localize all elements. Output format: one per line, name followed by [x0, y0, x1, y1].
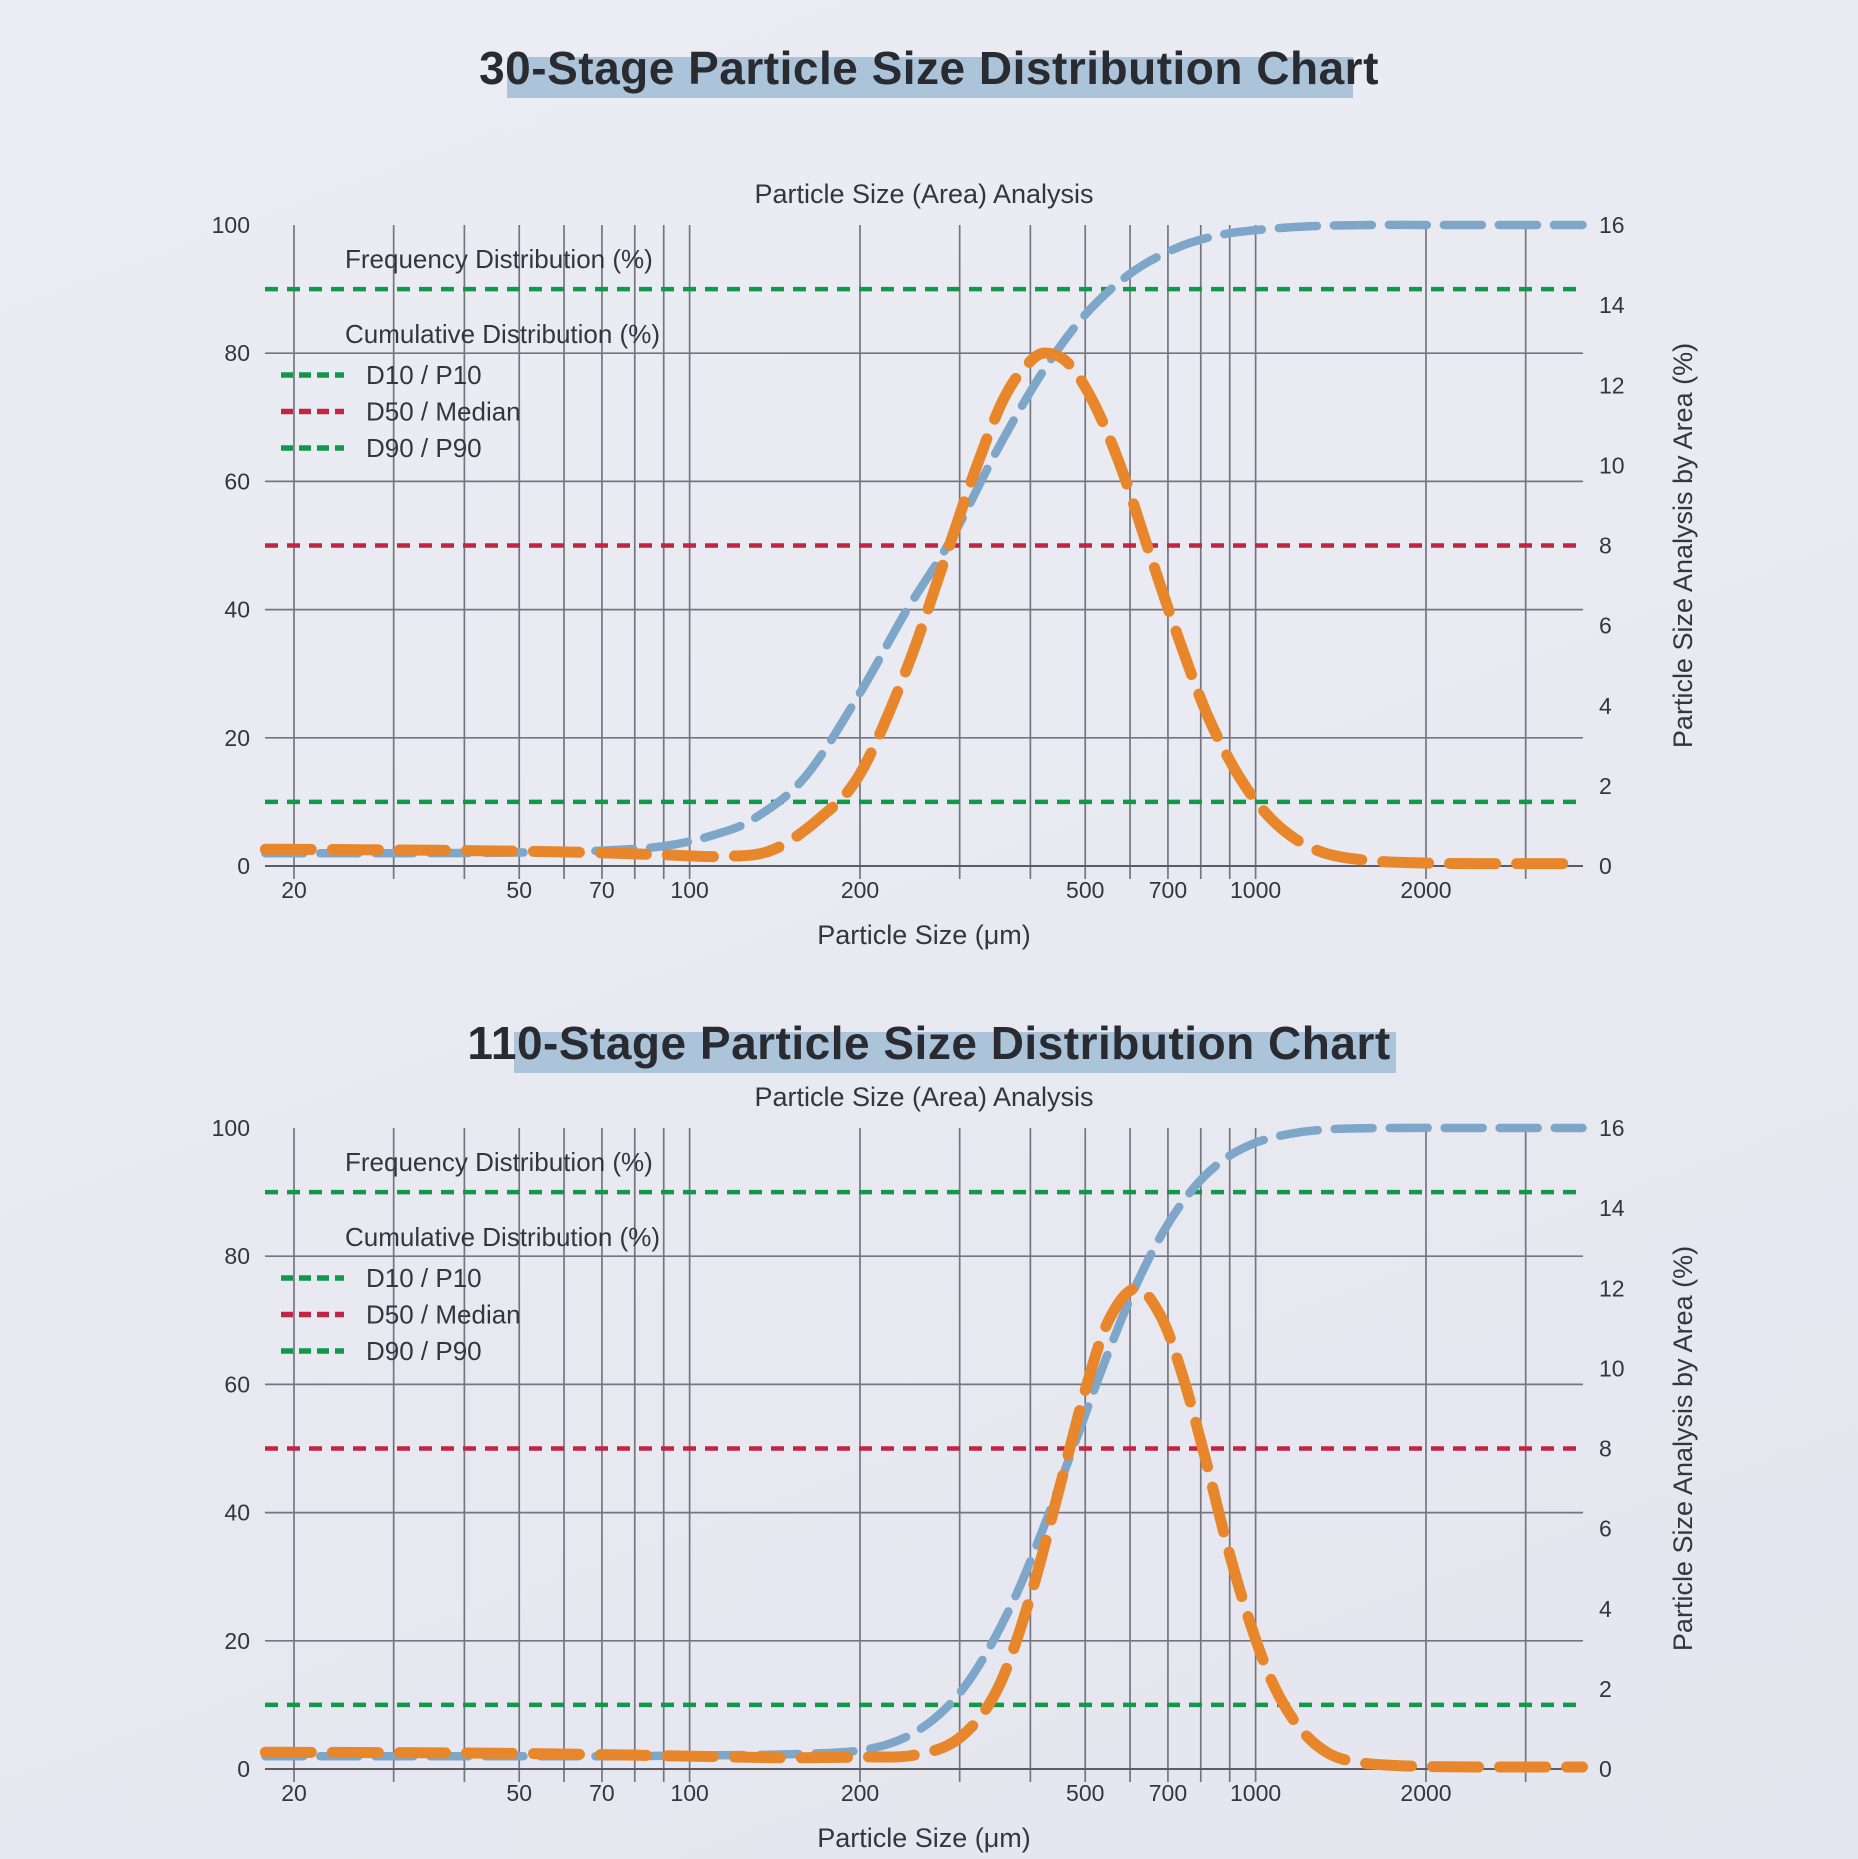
x-tick-label: 700 [1149, 877, 1187, 903]
legend-frequency-label: Frequency Distribution (%) [345, 1147, 653, 1177]
y-right-tick-label: 16 [1599, 1115, 1625, 1141]
y-left-tick-label: 100 [212, 1115, 250, 1141]
chart-30-stage: 20 50 70 100 200 500 700 1000 200010080604020016… [212, 179, 1698, 950]
y-left-tick-label: 0 [237, 1756, 250, 1782]
frequency-curve [259, 347, 1588, 870]
chart-110-stage: 20 50 70 100 200 500 700 1000 200010080604020016… [212, 1082, 1698, 1853]
x-tick-label: 70 [589, 877, 615, 903]
x-tick-label: 20 [281, 877, 307, 903]
legend-label-d50: D50 / Median [366, 397, 521, 427]
legend-label-d90: D90 / P90 [366, 433, 482, 463]
legend-frequency-label: Frequency Distribution (%) [345, 244, 653, 274]
y-left-tick-label: 100 [212, 212, 250, 238]
x-tick-label: 70 [589, 1780, 615, 1806]
y-right-tick-label: 2 [1599, 773, 1612, 799]
x-tick-label: 100 [670, 1780, 708, 1806]
y-right-tick-label: 4 [1599, 693, 1612, 719]
gridlines [265, 1128, 1583, 1782]
axis-tick-labels: 20 50 70 100 200 500 700 1000 200010080604020016… [212, 1115, 1625, 1806]
y-left-tick-label: 40 [224, 597, 250, 623]
legend-d-rows: D10 / P10 D50 / Median D90 / P90 [281, 360, 521, 463]
y-left-tick-label: 20 [224, 1628, 250, 1654]
y-right-tick-label: 16 [1599, 212, 1625, 238]
title-highlight-bar-2 [514, 1032, 1396, 1073]
axis-tick-labels: 20 50 70 100 200 500 700 1000 200010080604020016… [212, 212, 1625, 903]
x-tick-label: 50 [506, 1780, 532, 1806]
y-left-tick-label: 0 [237, 853, 250, 879]
page-title-30-stage: 30-Stage Particle Size Distribution Char… [479, 42, 1379, 94]
legend-cumulative-label: Cumulative Distribution (%) [345, 319, 660, 349]
x-tick-label: 500 [1066, 877, 1104, 903]
series-curves [259, 1123, 1588, 1773]
x-tick-label: 1000 [1230, 1780, 1281, 1806]
y-right-tick-label: 0 [1599, 1756, 1612, 1782]
y-left-tick-label: 20 [224, 725, 250, 751]
y-left-tick-label: 60 [224, 468, 250, 494]
page-title-110-stage: 110-Stage Particle Size Distribution Cha… [467, 1017, 1391, 1069]
x-tick-label: 20 [281, 1780, 307, 1806]
y-left-tick-label: 80 [224, 1243, 250, 1269]
title-highlight-bar-1 [507, 57, 1353, 98]
y-right-tick-label: 10 [1599, 1355, 1625, 1381]
legend-label-d10: D10 / P10 [366, 360, 482, 390]
x-tick-label: 100 [670, 877, 708, 903]
y-right-tick-label: 12 [1599, 1275, 1625, 1301]
chart-title: Particle Size (Area) Analysis [754, 1082, 1093, 1112]
x-tick-label: 700 [1149, 1780, 1187, 1806]
y-right-tick-label: 0 [1599, 853, 1612, 879]
y-right-tick-label: 12 [1599, 372, 1625, 398]
y-right-tick-label: 6 [1599, 613, 1612, 639]
y-right-tick-label: 14 [1599, 1195, 1625, 1221]
y-right-tick-label: 2 [1599, 1676, 1612, 1702]
series-curves [259, 220, 1588, 870]
legend-label-d50: D50 / Median [366, 1300, 521, 1330]
y-left-tick-label: 80 [224, 340, 250, 366]
y-right-axis-title: Particle Size Analysis by Area (%) [1668, 1246, 1698, 1651]
y-right-tick-label: 8 [1599, 533, 1612, 559]
legend-label-d10: D10 / P10 [366, 1263, 482, 1293]
y-right-tick-label: 8 [1599, 1436, 1612, 1462]
x-tick-label: 50 [506, 877, 532, 903]
x-tick-label: 2000 [1400, 877, 1451, 903]
section-title-110-stage: 110-Stage Particle Size Distribution Cha… [0, 1015, 1858, 1085]
y-right-tick-label: 4 [1599, 1596, 1612, 1622]
y-right-tick-label: 6 [1599, 1516, 1612, 1542]
x-tick-label: 2000 [1400, 1780, 1451, 1806]
x-tick-label: 200 [841, 877, 879, 903]
y-left-tick-label: 40 [224, 1500, 250, 1526]
legend-d-rows: D10 / P10 D50 / Median D90 / P90 [281, 1263, 521, 1366]
y-right-tick-label: 10 [1599, 452, 1625, 478]
frequency-curve [259, 1282, 1588, 1773]
chart-title: Particle Size (Area) Analysis [754, 179, 1093, 209]
x-axis-title: Particle Size (μm) [817, 920, 1031, 950]
section-title-30-stage: 30-Stage Particle Size Distribution Char… [0, 40, 1858, 110]
x-tick-label: 200 [841, 1780, 879, 1806]
x-tick-label: 1000 [1230, 877, 1281, 903]
legend-label-d90: D90 / P90 [366, 1336, 482, 1366]
x-axis-title: Particle Size (μm) [817, 1823, 1031, 1853]
legend-cumulative-label: Cumulative Distribution (%) [345, 1222, 660, 1252]
x-tick-label: 500 [1066, 1780, 1104, 1806]
y-left-tick-label: 60 [224, 1371, 250, 1397]
y-right-tick-label: 14 [1599, 292, 1625, 318]
y-right-axis-title: Particle Size Analysis by Area (%) [1668, 343, 1698, 748]
